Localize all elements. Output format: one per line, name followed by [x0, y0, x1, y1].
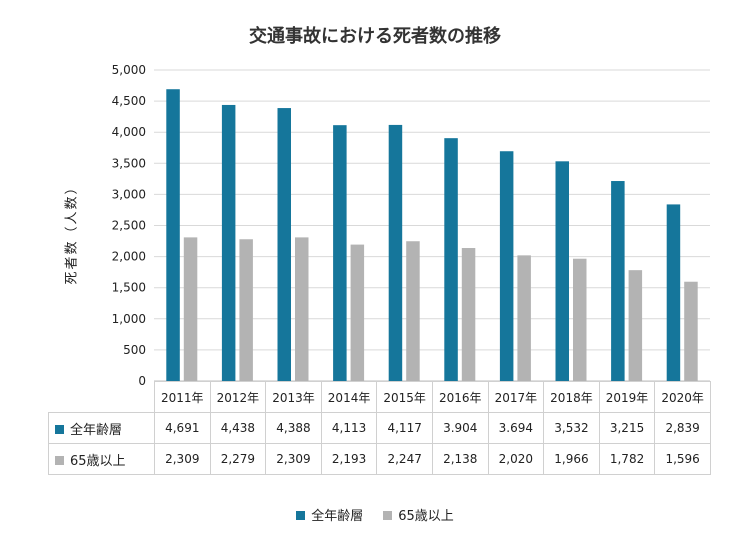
x-tick-label: 2011年 [154, 381, 211, 413]
x-tick-label: 2016年 [431, 381, 489, 413]
y-tick-label: 3,500 [112, 156, 146, 170]
legend: 全年齢層 65歳以上 [0, 505, 750, 524]
x-tick-label: 2017年 [487, 381, 545, 413]
series-swatch [55, 424, 64, 434]
bar-over-65 [350, 244, 365, 381]
bar-all-ages [388, 124, 403, 381]
y-tick-label: 5,000 [112, 63, 146, 77]
data-label: 2,138 [431, 443, 489, 475]
y-tick-label: 500 [123, 343, 146, 357]
bar-over-65 [239, 239, 253, 381]
x-tick-label: 2015年 [376, 381, 433, 413]
y-tick-label: 2,000 [112, 250, 146, 264]
data-label: 1,966 [543, 443, 600, 475]
data-label: 2,309 [154, 443, 211, 475]
data-label: 2,247 [376, 443, 433, 475]
data-label: 2,839 [654, 412, 711, 444]
data-label: 4,113 [320, 412, 378, 444]
x-tick-label: 2019年 [598, 381, 656, 413]
bar-all-ages [221, 104, 236, 382]
data-label: 4,388 [265, 412, 322, 444]
data-label: 3,532 [543, 412, 600, 444]
y-tick-label: 2,500 [112, 219, 146, 233]
bar-over-65 [684, 281, 698, 381]
series-name: 65歳以上 [48, 443, 155, 475]
data-label: 3.904 [431, 412, 489, 444]
x-tick-label: 2018年 [543, 381, 600, 413]
y-tick-label: 3,000 [112, 187, 146, 201]
data-label: 1,596 [654, 443, 711, 475]
bar-all-ages [499, 151, 514, 381]
data-table: 2011年 2012年 2013年 2014年 2015年 2016年 2017年 2018年… [48, 381, 711, 475]
x-tick-label: 2014年 [320, 381, 378, 413]
bar-over-65 [461, 248, 476, 381]
series-swatch [55, 455, 64, 465]
bar-all-ages [666, 204, 681, 381]
data-label: 2,020 [487, 443, 545, 475]
y-tick-label: 0 [138, 374, 146, 388]
y-tick-label: 1,500 [112, 281, 146, 295]
y-tick-label: 4,000 [112, 125, 146, 139]
bar-over-65 [517, 255, 531, 381]
data-label: 3.694 [487, 412, 545, 444]
legend-entry: 全年齢層 [296, 505, 363, 524]
legend-swatch [383, 511, 393, 520]
bar-all-ages [277, 108, 291, 381]
data-label: 3,215 [598, 412, 656, 444]
x-tick-label: 2012年 [209, 381, 267, 413]
bar-over-65 [406, 241, 420, 381]
data-label: 4,438 [209, 412, 267, 444]
chart-title: 交通事故における死者数の推移 [249, 26, 501, 47]
series-name: 全年齢層 [48, 412, 155, 444]
bar-over-65 [628, 270, 643, 381]
data-label: 4,691 [154, 412, 211, 444]
data-label: 2,279 [209, 443, 267, 475]
table-row: 全年齢層 4,691 4,438 4,388 4,113 4,117 3.904 3.694 3… [48, 412, 711, 444]
bar-over-65 [183, 237, 198, 381]
x-tick-label: 2013年 [265, 381, 322, 413]
table-row: 65歳以上 2,309 2,279 2,309 2,193 2,247 2,138 2,020… [48, 443, 711, 475]
data-label: 1,782 [598, 443, 656, 475]
bar-over-65 [573, 258, 587, 381]
x-tick-label: 2020年 [654, 381, 711, 413]
y-tick-label: 4,500 [112, 94, 146, 108]
bar-all-ages [444, 138, 458, 381]
data-label: 4,117 [376, 412, 433, 444]
data-label: 2,193 [320, 443, 378, 475]
bar-all-ages [611, 181, 625, 381]
data-label: 2,309 [265, 443, 322, 475]
bar-all-ages [555, 161, 569, 381]
legend-swatch [296, 511, 306, 520]
bar-all-ages [166, 89, 180, 382]
bar-over-65 [295, 237, 309, 381]
y-tick-label: 1,000 [112, 312, 146, 326]
bar-all-ages [333, 125, 347, 381]
table-header-row: 2011年 2012年 2013年 2014年 2015年 2016年 2017年 2018年… [48, 381, 711, 413]
table-corner [48, 381, 155, 413]
legend-entry: 65歳以上 [383, 505, 454, 524]
